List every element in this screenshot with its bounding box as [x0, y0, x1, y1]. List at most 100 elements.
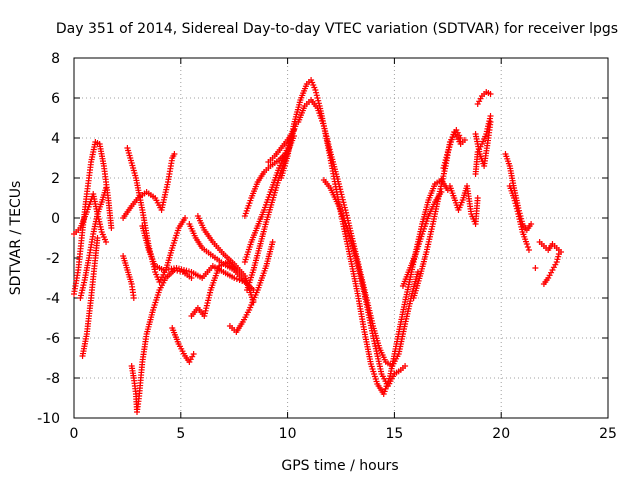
data-point [555, 251, 562, 257]
series-arc26 [472, 113, 494, 177]
data-point [103, 185, 110, 191]
series-arc12 [188, 259, 240, 319]
data-point [341, 201, 348, 208]
x-tick-label: 5 [176, 426, 185, 442]
data-point [94, 235, 101, 241]
y-tick-label: 6 [51, 91, 60, 107]
data-point [315, 97, 322, 104]
data-point [336, 183, 343, 190]
data-point [487, 91, 494, 97]
data-point [474, 195, 481, 201]
series-arc6 [128, 267, 195, 415]
series-arc4 [79, 235, 101, 359]
data-point [402, 363, 409, 369]
x-tick-labels: 0 5 10 15 20 25 [70, 426, 617, 442]
data-point [440, 165, 447, 171]
data-point [130, 295, 137, 301]
data-point [511, 195, 518, 201]
data-point [441, 159, 448, 166]
y-tick-label: -8 [46, 371, 60, 387]
data-point [553, 259, 560, 265]
series-arc25 [446, 183, 481, 227]
y-tick-label: -2 [46, 251, 60, 267]
series-arc2 [71, 139, 115, 297]
data-point [337, 188, 344, 195]
series-arc14 [226, 239, 276, 335]
data-point [171, 151, 178, 157]
series-arc30 [506, 183, 532, 253]
data-point [514, 208, 521, 215]
y-tick-label: -6 [46, 331, 60, 347]
data-point [190, 351, 197, 357]
y-axis-title: SDTVAR / TECUs [8, 181, 24, 296]
data-point [442, 157, 449, 163]
y-tick-label: 2 [51, 171, 60, 187]
series-arc21 [320, 177, 409, 389]
data-point [342, 207, 349, 214]
data-point [524, 244, 531, 250]
y-tick-labels: -10 -8 -6 -4 -2 0 2 4 6 8 [37, 51, 60, 427]
data-points [71, 77, 565, 415]
series-arc3 [77, 185, 110, 301]
data-point [528, 221, 535, 227]
y-tick-label: -4 [46, 291, 60, 307]
y-tick-label: 8 [51, 51, 60, 67]
series-arc17 [241, 149, 291, 219]
y-tick-label: 4 [51, 131, 60, 147]
data-point [443, 154, 450, 161]
x-tick-label: 10 [279, 426, 297, 442]
data-point [444, 151, 451, 158]
data-point [554, 256, 561, 263]
data-point [513, 205, 520, 212]
data-point [513, 203, 520, 209]
data-point [313, 92, 320, 99]
data-point [339, 194, 346, 201]
data-point [339, 196, 346, 203]
data-point [315, 100, 322, 107]
data-point [231, 275, 238, 281]
data-point [512, 200, 519, 207]
series-arc20 [295, 97, 421, 369]
data-point [487, 119, 494, 125]
chart-title: Day 351 of 2014, Sidereal Day-to-day VTE… [56, 21, 618, 37]
data-point [188, 275, 195, 281]
x-tick-label: 0 [70, 426, 79, 442]
data-point [269, 239, 276, 245]
series-arc29 [502, 151, 535, 233]
data-point [108, 225, 115, 231]
plot-frame [73, 57, 609, 419]
data-point [314, 95, 321, 101]
grid-lines [74, 58, 608, 418]
y-tick-label: -10 [37, 411, 60, 427]
series-arc9 [139, 223, 248, 285]
x-axis-title: GPS time / hours [281, 458, 398, 474]
data-point [441, 162, 448, 169]
series-arc8 [120, 151, 178, 221]
data-point [532, 265, 539, 271]
data-point [335, 181, 342, 187]
series-arc33 [532, 265, 539, 271]
data-point [555, 253, 562, 260]
series-arc32 [540, 251, 562, 287]
series-arc18 [265, 127, 298, 165]
x-tick-label: 15 [385, 426, 403, 442]
series-arc5 [120, 253, 137, 301]
y-tick-label: 0 [51, 211, 60, 227]
series-arc27 [474, 89, 494, 107]
data-point [338, 191, 345, 198]
data-point [313, 89, 320, 96]
data-point [337, 186, 344, 193]
data-point [340, 199, 347, 206]
data-point [461, 137, 468, 143]
series-arc31 [536, 239, 565, 255]
data-point [312, 87, 319, 93]
data-point [182, 215, 189, 221]
series-arc28 [472, 119, 494, 169]
series-arc10 [169, 325, 197, 365]
data-point [523, 241, 530, 247]
data-point [103, 239, 110, 245]
data-point [341, 204, 348, 211]
x-tick-label: 20 [492, 426, 510, 442]
series-arc24 [440, 129, 468, 171]
